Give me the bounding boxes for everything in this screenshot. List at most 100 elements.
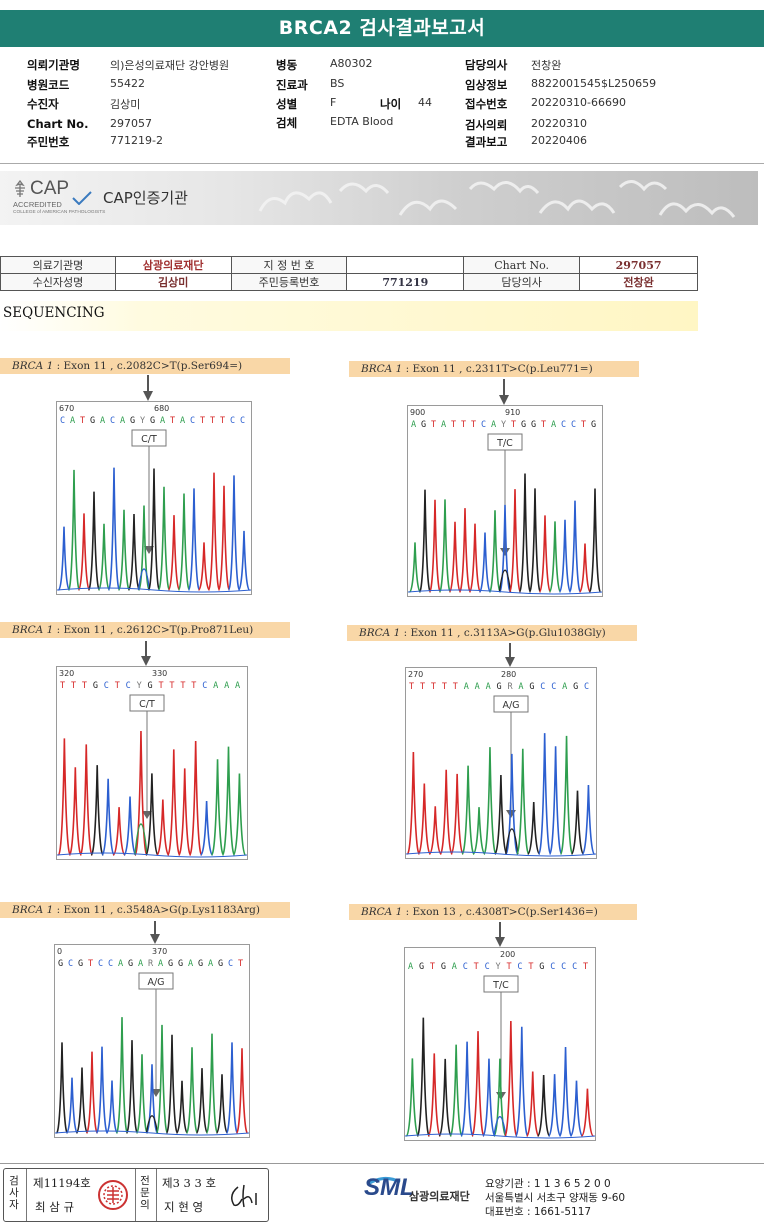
trace-peak bbox=[493, 1058, 507, 1137]
base-call: C bbox=[98, 959, 103, 969]
marker-arrow-icon bbox=[142, 811, 152, 819]
trace-peak bbox=[85, 1051, 99, 1134]
base-call: C bbox=[517, 962, 522, 972]
trace-peak bbox=[147, 468, 161, 591]
trace-peak bbox=[468, 523, 482, 593]
base-call: G bbox=[90, 416, 95, 426]
variant-label: BRCA 1 : Exon 13 , c.4308T>C(p.Ser1436=) bbox=[349, 904, 637, 920]
signature-box: 검사자 제11194호 최 삼 규 전문의 제3 3 3 호 지 현 영 bbox=[3, 1168, 269, 1222]
pointer-arrow bbox=[154, 921, 156, 938]
base-call: T bbox=[60, 681, 65, 691]
value-ward: A80302 bbox=[330, 57, 373, 70]
genotype-label: C/T bbox=[141, 434, 157, 445]
position-tick: 320 bbox=[59, 669, 74, 678]
trace-peak bbox=[493, 1115, 507, 1137]
cap-accredited: ACCREDITED bbox=[13, 200, 62, 209]
trace-peak bbox=[65, 1077, 79, 1134]
base-call: A bbox=[118, 959, 123, 969]
base-call: G bbox=[573, 682, 578, 692]
trace-peak bbox=[416, 1017, 431, 1137]
arrow-down-icon bbox=[143, 391, 153, 401]
base-call: G bbox=[531, 420, 536, 430]
table-cell: Chart No. bbox=[463, 256, 581, 274]
base-call: A bbox=[491, 420, 496, 430]
base-call: C bbox=[463, 962, 468, 972]
base-call: G bbox=[58, 959, 63, 969]
base-call: A bbox=[70, 416, 75, 426]
base-call: G bbox=[419, 962, 424, 972]
base-call: T bbox=[431, 420, 436, 430]
trace-peak bbox=[417, 783, 432, 855]
sml-logo: SML bbox=[364, 1174, 415, 1201]
base-call: T bbox=[451, 420, 456, 430]
base-call: T bbox=[474, 962, 479, 972]
trace-peak bbox=[482, 1058, 496, 1137]
base-call: R bbox=[507, 682, 513, 692]
base-call: T bbox=[541, 420, 546, 430]
header-divider bbox=[0, 163, 764, 164]
base-call: G bbox=[539, 962, 544, 972]
cap-banner: CAP ACCREDITED COLLEGE of AMERICAN PATHO… bbox=[0, 171, 758, 225]
table-cell: 주민등록번호 bbox=[230, 273, 348, 291]
base-call: C bbox=[110, 416, 115, 426]
gene-name: BRCA 1 bbox=[12, 360, 54, 372]
trace-peak bbox=[448, 521, 462, 593]
table-cell: 김상미 bbox=[114, 273, 232, 291]
position-tick: 680 bbox=[154, 404, 169, 413]
value-institution: 의)은성의료재단 강안병원 bbox=[110, 59, 230, 72]
trace-peak bbox=[478, 532, 492, 593]
chromatogram: 270 280 T T T T T A A A G R A G C C A G C A/G bbox=[405, 667, 597, 859]
examiner-label: 검사자 bbox=[9, 1175, 19, 1211]
variant-description: : Exon 11 , c.3113A>G(p.Glu1038Gly) bbox=[400, 627, 606, 639]
trace-peak bbox=[460, 1041, 474, 1137]
trace-peak bbox=[221, 746, 236, 856]
sml-swoosh-icon bbox=[367, 1177, 401, 1186]
pointer-arrow bbox=[145, 641, 147, 660]
value-specimen: EDTA Blood bbox=[330, 115, 394, 128]
base-call: T bbox=[431, 682, 436, 692]
trace-peak bbox=[227, 475, 241, 591]
value-receipt-no: 20220310-66690 bbox=[531, 96, 626, 109]
trace-peak bbox=[428, 806, 442, 855]
pointer-arrow bbox=[499, 922, 501, 941]
base-call: C bbox=[561, 420, 566, 430]
trace-peak bbox=[197, 542, 211, 591]
base-call: T bbox=[442, 682, 447, 692]
genotype-label: T/C bbox=[496, 438, 513, 449]
examiner-no: 제11194호 bbox=[33, 1176, 91, 1190]
value-report-date: 20220406 bbox=[531, 134, 587, 147]
table-cell: 771219 bbox=[346, 273, 465, 291]
value-hospital-code: 55422 bbox=[110, 77, 145, 90]
trace-peak bbox=[405, 1058, 420, 1137]
base-call: T bbox=[169, 681, 174, 691]
trace-peak bbox=[505, 753, 519, 855]
value-patient: 김상미 bbox=[110, 98, 141, 111]
table-cell: 지 정 번 호 bbox=[230, 256, 348, 274]
cloud-pattern-icon bbox=[258, 180, 736, 218]
chromatogram: 670 680 C A T G A C A G Y G A T A C T T T C C C/T bbox=[56, 401, 252, 595]
base-call: T bbox=[409, 682, 414, 692]
trace-peak bbox=[155, 1024, 169, 1134]
base-call: C bbox=[108, 959, 113, 969]
trace-peak bbox=[137, 505, 151, 591]
base-call: T bbox=[210, 416, 215, 426]
base-call: T bbox=[238, 959, 243, 969]
trace-peak bbox=[75, 1067, 89, 1134]
base-call: A bbox=[441, 420, 446, 430]
base-call: C bbox=[561, 962, 566, 972]
base-call: T bbox=[170, 416, 175, 426]
trace-peak bbox=[77, 513, 91, 591]
trace-peak bbox=[537, 733, 552, 855]
gene-name: BRCA 1 bbox=[12, 624, 54, 636]
trace-peak bbox=[55, 1042, 69, 1134]
checkmark-icon bbox=[72, 191, 92, 205]
trace-peak bbox=[199, 800, 214, 856]
base-call: A bbox=[411, 420, 416, 430]
base-call: A bbox=[160, 416, 165, 426]
trace-peak bbox=[525, 1071, 540, 1137]
label-receipt-no: 접수번호 bbox=[465, 97, 508, 111]
pointer-arrow bbox=[503, 379, 505, 399]
trace-peak bbox=[105, 1080, 119, 1134]
